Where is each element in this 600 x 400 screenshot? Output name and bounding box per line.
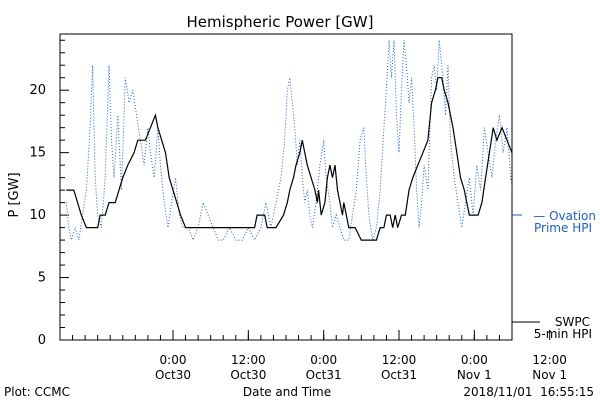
x-tick-label-date: Oct31 (306, 368, 342, 382)
y-tick-label: 15 (29, 146, 46, 161)
y-axis: 0 5 10 15 20 (29, 39, 69, 348)
x-tick-label-time: 0:00 (160, 353, 187, 367)
x-tick-label-date: Nov 1 (457, 368, 492, 382)
x-axis: 0:00Oct3012:00Oct300:00Oct3112:00Oct310:… (59, 330, 567, 382)
legend-ovation-line1: — Ovation (533, 209, 596, 223)
x-tick-label-time: 12:00 (532, 353, 567, 367)
y-axis-label: P [GW] (7, 172, 22, 217)
footer-timestamp: 2018/11/01 16:55:15 (463, 385, 594, 399)
legend-swpc-line1: SWPC (555, 315, 590, 329)
series-line-swpc (66, 77, 512, 241)
series-layer (65, 40, 512, 242)
chart-title: Hemispheric Power [GW] (187, 13, 374, 31)
legend-swpc-line2: 5-min HPI (534, 327, 592, 341)
x-tick-label-time: 0:00 (310, 353, 337, 367)
footer-plot-credit: Plot: CCMC (4, 385, 70, 399)
x-tick-label-date: Nov 1 (532, 368, 567, 382)
x-tick-label-date: Oct31 (381, 368, 417, 382)
x-tick-label-time: 0:00 (461, 353, 488, 367)
x-tick-label-date: Oct30 (230, 368, 266, 382)
y-tick-label: 20 (29, 83, 46, 98)
y-tick-label: 0 (38, 333, 46, 348)
x-tick-label-time: 12:00 (382, 353, 417, 367)
y-tick-label: 5 (38, 271, 46, 286)
x-tick-label-time: 12:00 (231, 353, 266, 367)
y-tick-label: 10 (29, 208, 46, 223)
legend-ovation-line2: Prime HPI (534, 221, 592, 235)
series-line-ovation (65, 40, 512, 242)
plot-frame (59, 33, 513, 341)
x-axis-label: Date and Time (243, 385, 331, 399)
x-tick-label-date: Oct30 (155, 368, 191, 382)
